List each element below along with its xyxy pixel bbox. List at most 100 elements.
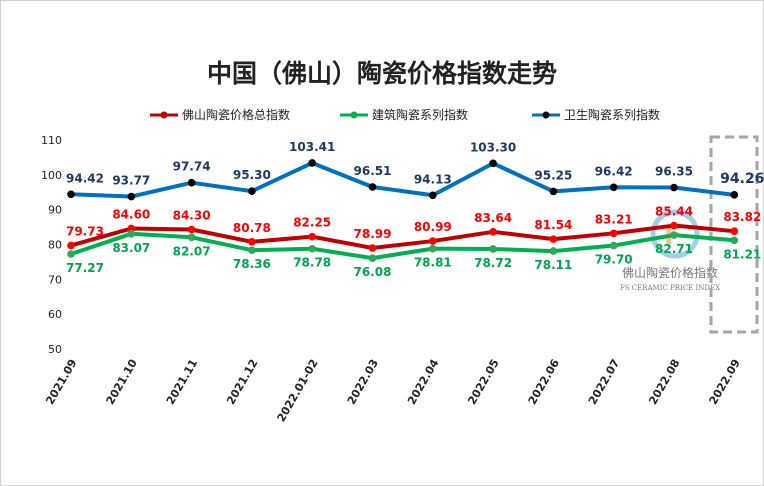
watermark-ring <box>650 209 700 259</box>
legend-marker <box>542 111 550 119</box>
data-point <box>670 221 678 230</box>
data-label: 103.30 <box>470 140 516 154</box>
data-point <box>308 159 317 167</box>
series-0: 79.73 84.60 84.30 80.78 82.25 78.99 80.99 83.64… <box>66 205 761 252</box>
data-label: 84.60 <box>112 207 150 221</box>
series-line <box>70 231 735 261</box>
data-point <box>308 244 317 253</box>
data-point <box>368 244 377 252</box>
y-tick-label: 90 <box>48 204 62 217</box>
x-tick-label: 2022.04 <box>405 357 441 407</box>
data-point <box>248 237 256 246</box>
data-label: 83.64 <box>474 211 512 225</box>
data-label: 77.27 <box>66 261 104 275</box>
data-point <box>670 183 678 192</box>
data-label: 79.70 <box>595 253 633 267</box>
data-label: 94.13 <box>414 172 452 186</box>
data-point <box>368 254 377 262</box>
watermark-subtext: FS CERAMIC PRICE INDEX <box>620 284 720 292</box>
data-label: 96.35 <box>655 165 693 179</box>
x-tick-label: 2022.09 <box>707 357 743 407</box>
data-label: 96.42 <box>595 164 633 178</box>
x-tick-label: 2021.09 <box>43 357 79 407</box>
x-tick-label: 2022.08 <box>646 357 682 407</box>
data-point <box>429 244 437 253</box>
data-label: 94.42 <box>66 171 104 185</box>
data-label: 82.71 <box>655 242 693 256</box>
y-tick-label: 60 <box>48 308 62 321</box>
data-label: 85.44 <box>655 205 693 219</box>
data-point <box>187 225 196 234</box>
data-point <box>429 191 437 200</box>
x-tick-label: 2022.03 <box>345 357 381 407</box>
x-tick-label: 2021.10 <box>104 357 140 407</box>
data-label: 78.99 <box>354 227 392 241</box>
data-point <box>489 159 497 168</box>
series-line <box>70 223 735 251</box>
legend-label: 佛山陶瓷价格总指数 <box>182 107 290 122</box>
data-point <box>609 229 618 238</box>
data-label: 83.21 <box>595 212 633 226</box>
data-point <box>127 230 136 238</box>
highlight-box <box>709 135 759 334</box>
y-tick-label: 50 <box>48 343 62 356</box>
x-tick-label: 2022.05 <box>465 357 501 407</box>
data-label: 83.07 <box>112 241 150 255</box>
data-label: 78.36 <box>233 257 271 271</box>
data-point <box>609 183 618 192</box>
legend-marker <box>160 111 168 119</box>
series-1: 77.27 83.07 82.07 78.36 78.78 76.08 78.81 78.72… <box>66 230 761 279</box>
data-label: 95.30 <box>233 168 271 182</box>
data-point <box>730 236 739 245</box>
data-point <box>609 241 618 250</box>
data-point <box>549 187 558 196</box>
data-point <box>730 227 739 235</box>
y-tick-label: 100 <box>41 169 62 182</box>
data-label: 96.51 <box>354 164 392 178</box>
data-label: 82.07 <box>173 244 211 258</box>
data-point <box>67 250 75 258</box>
data-point <box>187 178 196 187</box>
x-tick-label: 2022.06 <box>526 357 562 407</box>
series-2: 94.42 93.77 97.74 95.30 103.41 96.51 94.13 103.… <box>66 140 764 201</box>
data-point <box>429 237 437 245</box>
data-point <box>127 224 136 233</box>
x-tick-label: 2022.01-02 <box>275 357 321 424</box>
data-label: 103.41 <box>289 140 335 154</box>
data-label: 79.73 <box>66 224 104 238</box>
data-label: 81.54 <box>534 218 572 232</box>
data-point <box>368 183 377 191</box>
watermark-text: 佛山陶瓷价格指数 <box>622 265 718 280</box>
series-line <box>70 160 735 199</box>
data-point <box>127 192 136 201</box>
data-point <box>489 245 497 253</box>
data-label: 80.78 <box>233 221 271 235</box>
data-point <box>248 187 256 196</box>
data-label: 78.72 <box>474 256 512 270</box>
data-label: 93.77 <box>112 174 150 188</box>
data-label: 78.81 <box>414 256 452 270</box>
data-point <box>187 233 196 242</box>
data-label: 83.82 <box>723 210 761 224</box>
y-tick-label: 70 <box>48 273 62 286</box>
data-point <box>549 235 558 243</box>
data-label: 82.25 <box>293 216 331 230</box>
data-label: 81.21 <box>723 247 761 261</box>
data-label: 84.30 <box>173 209 211 223</box>
legend-label: 建筑陶瓷系列指数 <box>372 107 468 122</box>
chart-title: 中国（佛山）陶瓷价格指数走势 <box>206 59 557 88</box>
data-point <box>730 191 739 199</box>
data-point <box>549 247 558 255</box>
data-point <box>67 241 75 250</box>
data-point <box>248 246 256 255</box>
data-label: 95.25 <box>534 168 572 182</box>
data-point <box>308 232 317 241</box>
data-label: 97.74 <box>173 160 211 174</box>
y-tick-label: 110 <box>41 134 62 147</box>
x-tick-label: 2021.12 <box>224 357 260 407</box>
legend-marker <box>350 111 358 119</box>
data-label: 78.78 <box>293 256 331 270</box>
y-tick-label: 80 <box>48 239 62 252</box>
data-point <box>489 228 497 236</box>
